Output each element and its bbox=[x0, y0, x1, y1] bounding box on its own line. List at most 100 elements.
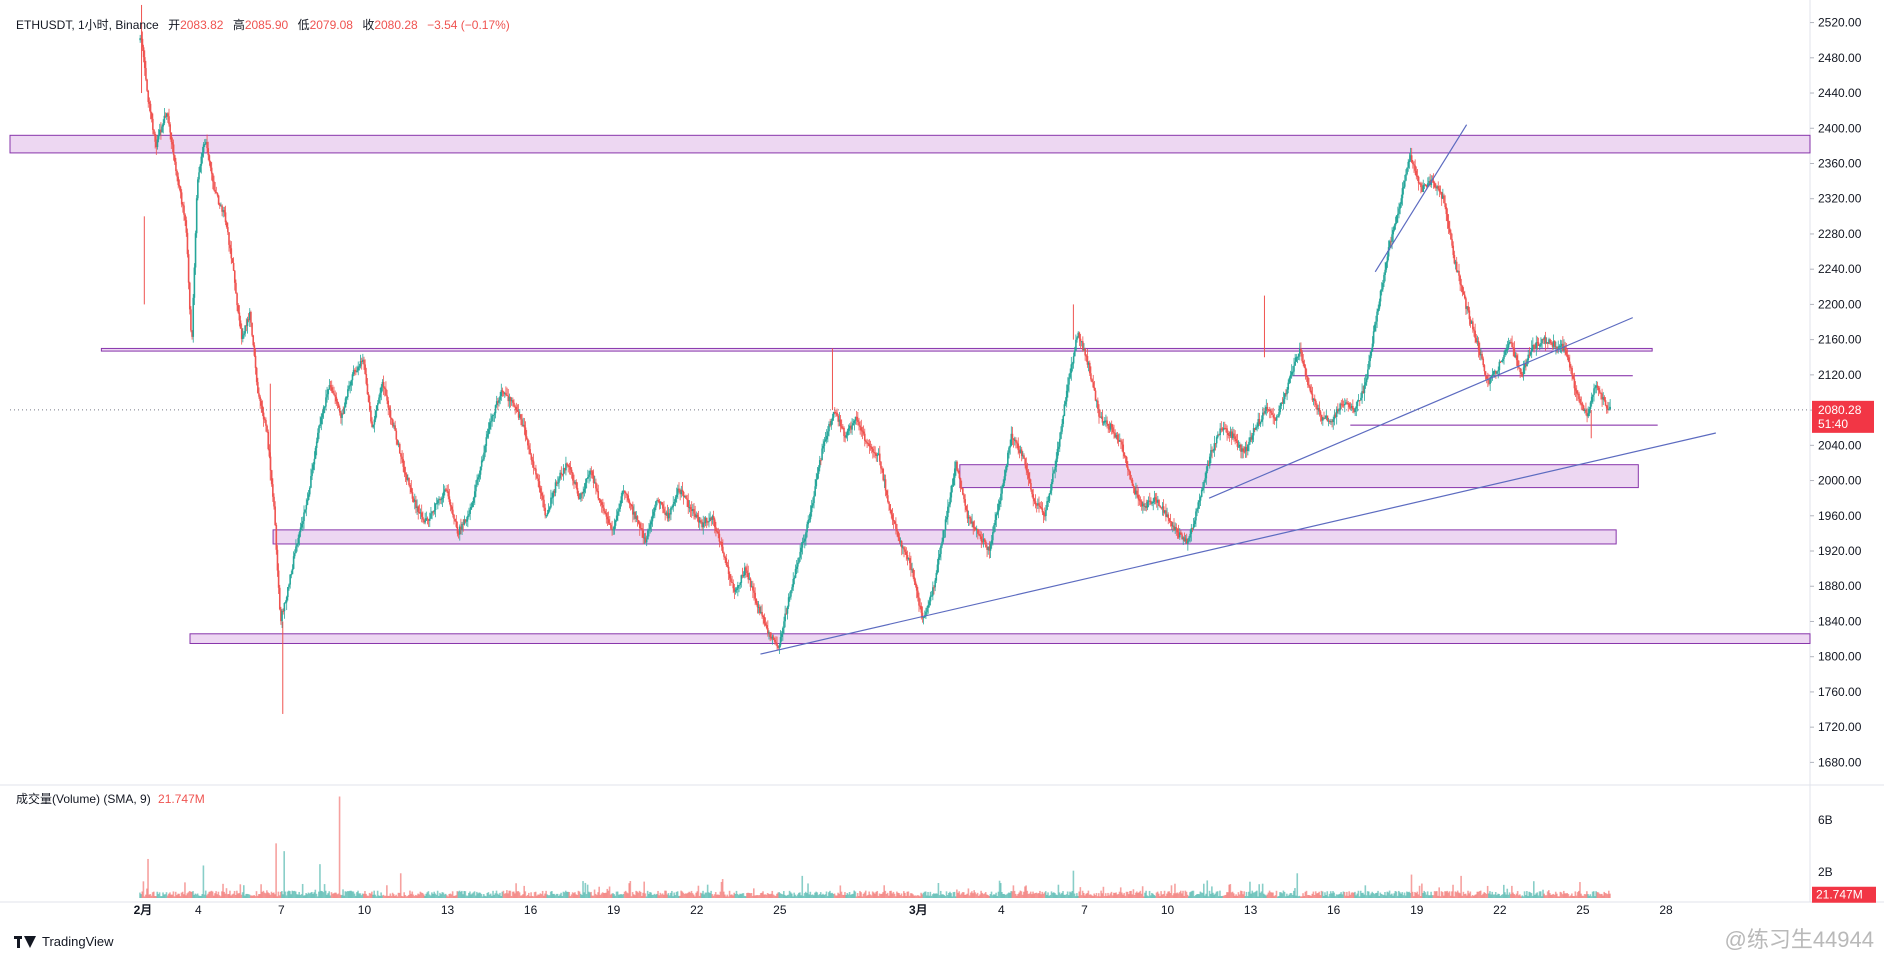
candle bbox=[520, 414, 522, 426]
candle bbox=[1190, 523, 1193, 542]
volume-bar bbox=[1469, 891, 1472, 898]
candle bbox=[1264, 405, 1266, 415]
volume-bar bbox=[1463, 894, 1466, 898]
candle-body bbox=[1088, 362, 1091, 374]
candle bbox=[828, 421, 830, 437]
candle bbox=[539, 485, 542, 499]
candle bbox=[569, 460, 572, 475]
volume-bar bbox=[1287, 895, 1289, 898]
volume-bar bbox=[656, 893, 658, 898]
candle-body bbox=[1091, 379, 1093, 383]
candle-body bbox=[683, 495, 686, 497]
candle bbox=[1553, 339, 1556, 349]
candle bbox=[452, 502, 454, 518]
candle bbox=[1008, 446, 1010, 459]
volume-bar bbox=[1451, 891, 1453, 898]
candle-body bbox=[1065, 390, 1068, 402]
candle bbox=[1232, 426, 1234, 440]
volume-bar bbox=[603, 892, 605, 898]
candle bbox=[1549, 338, 1551, 346]
volume-bar bbox=[292, 891, 295, 898]
volume-bar bbox=[639, 891, 642, 898]
candle bbox=[416, 499, 418, 515]
candle bbox=[1043, 507, 1046, 521]
candle-body bbox=[368, 401, 371, 411]
candle bbox=[717, 527, 720, 539]
candle bbox=[702, 515, 705, 535]
volume-bar bbox=[172, 891, 175, 898]
volume-bar bbox=[329, 895, 332, 898]
candle-body bbox=[679, 490, 681, 495]
volume-bar bbox=[672, 896, 674, 898]
candle-body bbox=[1195, 511, 1197, 521]
candle-body bbox=[1146, 501, 1149, 508]
candle-body bbox=[1077, 332, 1080, 338]
candle-body bbox=[975, 529, 978, 531]
volume-bar bbox=[519, 895, 522, 898]
candle bbox=[1167, 512, 1170, 525]
candle-body bbox=[214, 189, 216, 192]
candle bbox=[966, 504, 969, 523]
candle-body bbox=[479, 466, 482, 475]
candle-body bbox=[1264, 410, 1266, 414]
candle bbox=[228, 232, 230, 252]
candle bbox=[785, 608, 788, 615]
candle bbox=[584, 478, 587, 494]
candle bbox=[1405, 169, 1407, 182]
volume-bar bbox=[795, 896, 798, 898]
volume-bar bbox=[660, 894, 663, 898]
volume-bar bbox=[439, 892, 441, 898]
candle-body bbox=[1301, 351, 1303, 361]
candle-body bbox=[1039, 505, 1041, 508]
candle-body bbox=[378, 397, 380, 404]
volume-bar bbox=[163, 894, 165, 898]
volume-bar bbox=[1062, 891, 1064, 898]
candle-body bbox=[344, 398, 347, 408]
candle-body bbox=[942, 530, 945, 542]
volume-bar bbox=[213, 895, 215, 898]
candle bbox=[1184, 534, 1187, 544]
volume-bar bbox=[299, 895, 302, 898]
candle-body bbox=[454, 518, 456, 522]
volume-bar bbox=[694, 896, 696, 898]
volume-bar bbox=[1044, 891, 1047, 898]
volume-bar bbox=[750, 893, 753, 898]
candle-body bbox=[1140, 501, 1143, 507]
volume-bar bbox=[1036, 893, 1039, 898]
volume-bar bbox=[1231, 891, 1234, 898]
volume-bar bbox=[278, 895, 281, 898]
candle-body bbox=[230, 248, 233, 259]
candle bbox=[1011, 426, 1014, 446]
candle-body bbox=[1180, 532, 1182, 535]
candle bbox=[1227, 430, 1230, 439]
candle-body bbox=[1457, 270, 1459, 272]
candle bbox=[1225, 424, 1227, 433]
candle-body bbox=[495, 401, 498, 406]
candle bbox=[1242, 446, 1245, 459]
candle bbox=[621, 490, 624, 503]
candle-body bbox=[1109, 423, 1112, 430]
candle-body bbox=[1017, 443, 1020, 451]
volume-bar bbox=[204, 890, 207, 898]
candle bbox=[385, 381, 387, 397]
volume-bar bbox=[196, 893, 199, 898]
candle-body bbox=[735, 588, 738, 590]
candle bbox=[191, 330, 193, 340]
volume-bar bbox=[1078, 891, 1080, 898]
candle-body bbox=[1099, 416, 1101, 418]
candle bbox=[553, 488, 556, 497]
candle-body bbox=[896, 528, 898, 532]
candle bbox=[168, 108, 170, 127]
candle bbox=[412, 496, 415, 503]
candle-body bbox=[550, 497, 552, 508]
volume-bar bbox=[489, 893, 492, 898]
candle bbox=[752, 580, 754, 599]
volume-bar bbox=[697, 885, 700, 898]
candle bbox=[1121, 439, 1123, 452]
candle bbox=[333, 386, 335, 396]
candle bbox=[480, 456, 483, 471]
candle-body bbox=[518, 414, 521, 418]
volume-bar bbox=[444, 893, 447, 898]
candle-body bbox=[619, 503, 621, 509]
candle bbox=[239, 315, 242, 329]
